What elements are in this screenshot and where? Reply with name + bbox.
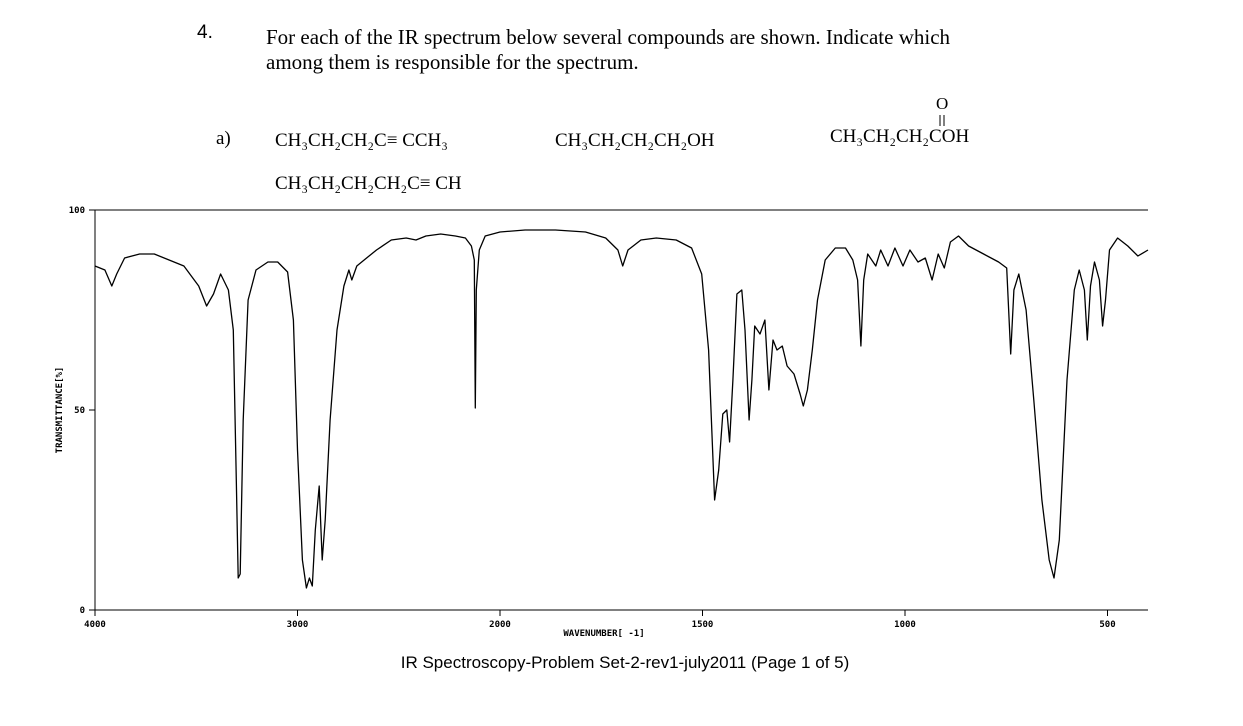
compound: CH₃CH₂CH₂CH₂C≡ CH [275, 173, 462, 194]
part-label: a) [216, 128, 231, 149]
x-tick-label: 1000 [894, 620, 916, 630]
y-tick-label: 0 [80, 606, 85, 616]
x-tick-label: 2000 [489, 620, 511, 630]
question-text: among them is responsible for the spectr… [266, 50, 639, 74]
spectrum-line [94, 229, 1149, 589]
x-tick-label: 4000 [84, 620, 106, 630]
ir-spectrum: 0 50 100 4000 3000 2000 1500 1000 500 WAVENUMBER[… [55, 206, 1149, 639]
question-text: For each of the IR spectrum below severa… [266, 25, 951, 49]
footer: IR Spectroscopy-Problem Set-2-rev1-july2… [401, 653, 850, 672]
compound: CH₃CH₂CH₂CH₂OH [555, 130, 715, 151]
compound: CH₃CH₂CH₂C≡ CCH₃ [275, 130, 448, 151]
y-tick-label: 100 [69, 206, 85, 216]
carbonyl-oxygen: O [936, 94, 948, 113]
y-axis-label: TRANSMITTANCE[%] [55, 367, 65, 454]
question-number: 4. [197, 22, 213, 43]
x-axis-label: WAVENUMBER[ -1] [563, 629, 644, 639]
compound: CH₃CH₂CH₂COH [830, 126, 969, 147]
x-tick-label: 500 [1099, 620, 1115, 630]
x-tick-label: 1500 [692, 620, 714, 630]
y-tick-label: 50 [74, 406, 85, 416]
x-tick-label: 3000 [287, 620, 309, 630]
